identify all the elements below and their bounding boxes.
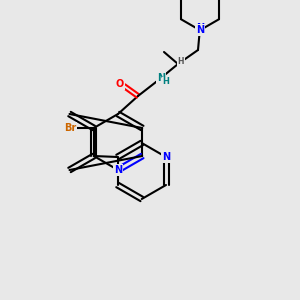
Text: O: O xyxy=(116,79,124,89)
Text: Br: Br xyxy=(64,123,76,133)
Text: H: H xyxy=(163,77,170,86)
Text: N: N xyxy=(157,73,165,83)
Text: N: N xyxy=(196,25,204,35)
Text: N: N xyxy=(114,165,122,175)
Text: H: H xyxy=(178,58,184,67)
Text: N: N xyxy=(162,152,170,162)
Text: N: N xyxy=(196,23,204,33)
